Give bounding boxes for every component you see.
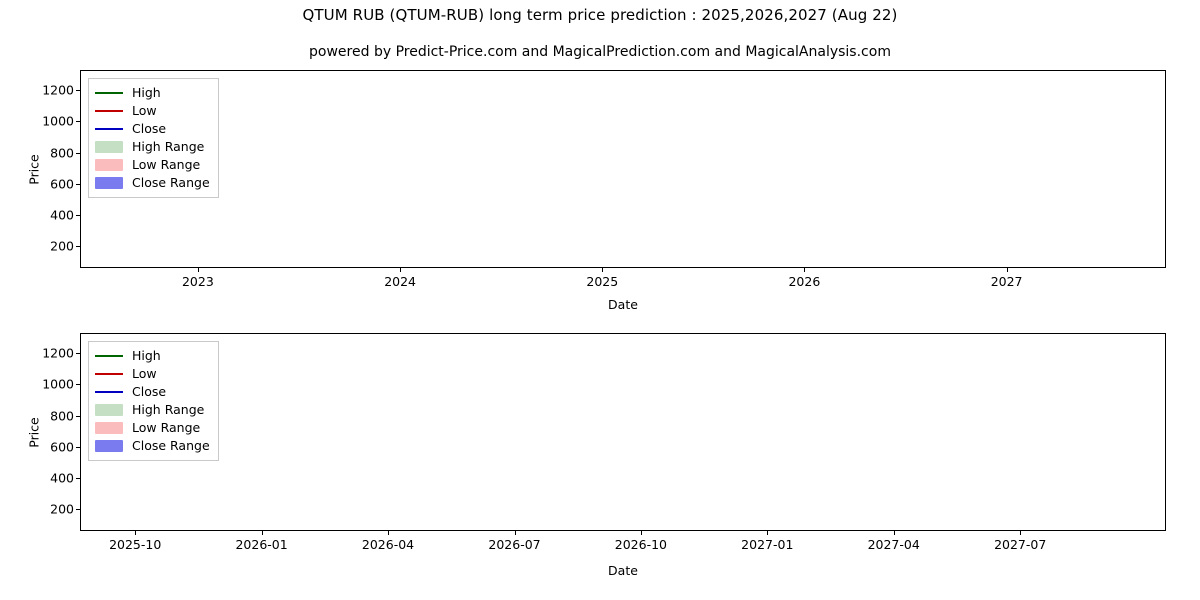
y-axis-tick-mark (76, 153, 80, 154)
y-axis-tick-mark (76, 509, 80, 510)
top-chart-x-axis-label: Date (80, 297, 1166, 312)
y-axis-tick-label: 1000 (42, 377, 74, 392)
legend-item-label: Low (132, 365, 157, 383)
legend-patch-swatch (95, 159, 123, 171)
legend-item-label: High Range (132, 138, 204, 156)
legend-item: Low (95, 365, 210, 383)
legend-line-swatch (95, 92, 123, 94)
legend-item-label: Low (132, 102, 157, 120)
x-axis-tick-mark (400, 268, 401, 272)
legend-item-label: Close Range (132, 174, 210, 192)
bottom-chart-frame (80, 333, 1166, 531)
legend-item-label: Low Range (132, 156, 200, 174)
x-axis-tick-label: 2025 (586, 274, 618, 289)
y-axis-tick-mark (76, 215, 80, 216)
x-axis-tick-label: 2027-01 (741, 537, 793, 552)
x-axis-tick-label: 2026 (788, 274, 820, 289)
legend-line-swatch (95, 373, 123, 375)
y-axis-tick-label: 1200 (42, 346, 74, 361)
y-axis-tick-mark (76, 384, 80, 385)
y-axis-tick-label: 600 (50, 439, 74, 454)
y-axis-tick-mark (76, 90, 80, 91)
x-axis-tick-mark (262, 531, 263, 535)
x-axis-tick-mark (515, 531, 516, 535)
legend-patch-swatch (95, 440, 123, 452)
x-axis-tick-mark (135, 531, 136, 535)
x-axis-tick-label: 2025-10 (109, 537, 161, 552)
legend-patch-swatch (95, 422, 123, 434)
y-axis-tick-mark (76, 184, 80, 185)
y-axis-tick-mark (76, 121, 80, 122)
x-axis-tick-label: 2024 (384, 274, 416, 289)
legend-line-swatch (95, 391, 123, 393)
x-axis-tick-mark (894, 531, 895, 535)
legend-item-label: Low Range (132, 419, 200, 437)
y-axis-tick-label: 1200 (42, 83, 74, 98)
top-chart-frame (80, 70, 1166, 268)
y-axis-tick-label: 800 (50, 408, 74, 423)
legend-item: Low (95, 102, 210, 120)
legend-item-label: Close Range (132, 437, 210, 455)
legend-item-label: High (132, 347, 161, 365)
legend-item-label: High Range (132, 401, 204, 419)
page-title: QTUM RUB (QTUM-RUB) long term price pred… (0, 6, 1200, 24)
y-axis-tick-mark (76, 416, 80, 417)
legend-item: Close Range (95, 174, 210, 192)
top-chart-legend: HighLowCloseHigh RangeLow RangeClose Ran… (88, 78, 219, 198)
x-axis-tick-mark (767, 531, 768, 535)
x-axis-tick-mark (388, 531, 389, 535)
legend-patch-swatch (95, 141, 123, 153)
y-axis-tick-label: 1000 (42, 114, 74, 129)
x-axis-tick-label: 2027 (991, 274, 1023, 289)
legend-item: Close (95, 120, 210, 138)
legend-item: High (95, 84, 210, 102)
x-axis-tick-label: 2023 (182, 274, 214, 289)
y-axis-tick-label: 800 (50, 145, 74, 160)
legend-item: Close Range (95, 437, 210, 455)
legend-item: Low Range (95, 156, 210, 174)
top-chart-y-axis-label: Price (27, 130, 42, 210)
legend-line-swatch (95, 110, 123, 112)
x-axis-tick-mark (641, 531, 642, 535)
y-axis-tick-mark (76, 478, 80, 479)
legend-item-label: High (132, 84, 161, 102)
page-subtitle: powered by Predict-Price.com and Magical… (0, 44, 1200, 60)
y-axis-tick-label: 200 (50, 239, 74, 254)
y-axis-tick-mark (76, 246, 80, 247)
legend-item: High (95, 347, 210, 365)
y-axis-tick-mark (76, 447, 80, 448)
x-axis-tick-label: 2026-04 (362, 537, 414, 552)
x-axis-tick-mark (1020, 531, 1021, 535)
y-axis-tick-mark (76, 353, 80, 354)
legend-item: Low Range (95, 419, 210, 437)
x-axis-tick-label: 2027-04 (868, 537, 920, 552)
y-axis-tick-label: 200 (50, 502, 74, 517)
chart-page: QTUM RUB (QTUM-RUB) long term price pred… (0, 0, 1200, 600)
legend-patch-swatch (95, 177, 123, 189)
x-axis-tick-mark (804, 268, 805, 272)
x-axis-tick-label: 2026-10 (615, 537, 667, 552)
top-chart-panel: Predict-Price.comPredict-Price.comPredic… (80, 70, 1166, 268)
bottom-chart-x-axis-label: Date (80, 563, 1166, 578)
legend-line-swatch (95, 355, 123, 357)
x-axis-tick-mark (1007, 268, 1008, 272)
y-axis-tick-label: 600 (50, 176, 74, 191)
y-axis-tick-label: 400 (50, 471, 74, 486)
x-axis-tick-mark (198, 268, 199, 272)
bottom-chart-legend: HighLowCloseHigh RangeLow RangeClose Ran… (88, 341, 219, 461)
legend-patch-swatch (95, 404, 123, 416)
legend-line-swatch (95, 128, 123, 130)
legend-item-label: Close (132, 383, 166, 401)
x-axis-tick-label: 2026-01 (235, 537, 287, 552)
x-axis-tick-mark (602, 268, 603, 272)
bottom-chart-panel: Predict-Price.comPredict-Price.comPredic… (80, 333, 1166, 531)
legend-item-label: Close (132, 120, 166, 138)
legend-item: Close (95, 383, 210, 401)
legend-item: High Range (95, 138, 210, 156)
legend-item: High Range (95, 401, 210, 419)
y-axis-tick-label: 400 (50, 208, 74, 223)
x-axis-tick-label: 2027-07 (994, 537, 1046, 552)
bottom-chart-y-axis-label: Price (27, 393, 42, 473)
x-axis-tick-label: 2026-07 (488, 537, 540, 552)
